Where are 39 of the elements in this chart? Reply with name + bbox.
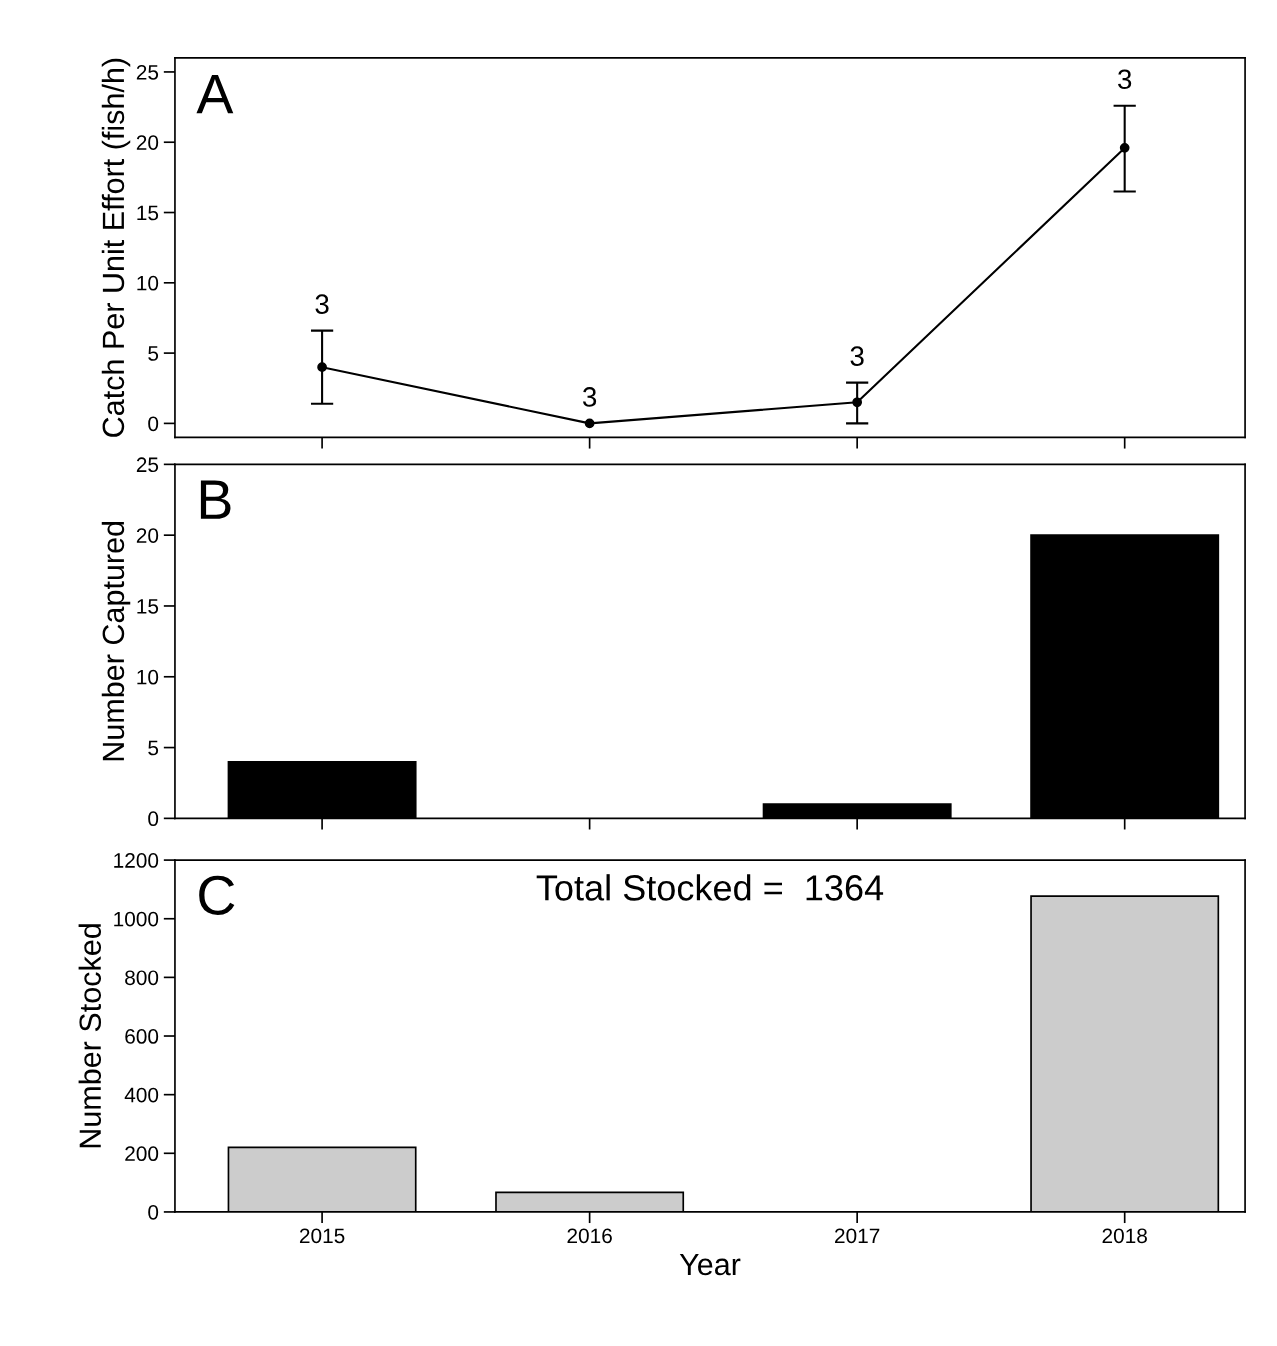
y-axis-title: Number Stocked <box>78 924 102 1148</box>
y-tick-label: 20 <box>136 528 159 543</box>
annotation: Total Stocked = 1364 <box>536 874 884 901</box>
x-axis-title: Year <box>679 1254 741 1276</box>
y-tick-label: 400 <box>124 1087 159 1103</box>
y-tick-label: 15 <box>137 205 159 221</box>
y-tick-label: 25 <box>136 457 159 473</box>
y-axis-title: Number Captured <box>101 521 131 761</box>
point <box>584 418 595 429</box>
annotation: A <box>196 75 234 114</box>
x-tick-label: 2018 <box>1102 1228 1147 1244</box>
y-tick-label: 25 <box>136 64 159 80</box>
y-tick-label: 1200 <box>114 853 159 868</box>
annotation: 3 <box>582 387 597 407</box>
y-tick-label: 1000 <box>114 911 159 927</box>
y-tick-label: 5 <box>148 346 159 361</box>
x-tick-label: 2016 <box>567 1228 612 1244</box>
x-tick-label: 2015 <box>299 1228 345 1244</box>
point <box>1119 142 1130 153</box>
annotation: 3 <box>315 294 329 315</box>
y-tick-label: 0 <box>148 416 159 432</box>
y-tick-label: 10 <box>137 275 159 291</box>
y-tick-label: 600 <box>125 1029 159 1044</box>
y-axis-title: Catch Per Unit Effort (fish/h) <box>101 58 131 437</box>
y-tick-label: 10 <box>137 669 159 685</box>
y-tick-label: 800 <box>125 970 159 986</box>
annotation: 3 <box>1118 69 1132 90</box>
annotation: B <box>200 480 231 519</box>
x-tick-label: 2017 <box>835 1228 880 1244</box>
annotation: 3 <box>850 346 864 367</box>
y-tick-label: 15 <box>137 599 159 614</box>
y-tick-label: 20 <box>136 135 159 150</box>
point <box>852 397 863 408</box>
y-tick-label: 0 <box>148 1204 159 1220</box>
annotation: C <box>199 875 235 915</box>
y-tick-label: 5 <box>148 740 159 756</box>
y-tick-label: 0 <box>148 811 159 827</box>
y-tick-label: 200 <box>125 1146 159 1162</box>
point <box>317 362 327 373</box>
